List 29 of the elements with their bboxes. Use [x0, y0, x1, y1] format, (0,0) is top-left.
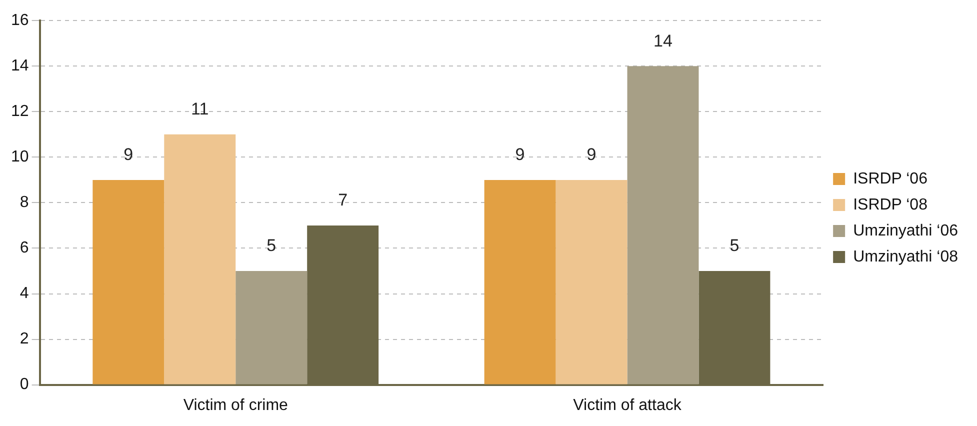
- legend-label: Umzinyathi ‘08: [853, 248, 958, 266]
- y-tick-label: 4: [20, 285, 29, 302]
- y-tick-label: 16: [11, 12, 29, 30]
- bar: [92, 180, 164, 384]
- data-label: 11: [191, 100, 209, 119]
- data-label: 9: [586, 145, 596, 164]
- bar: [556, 180, 628, 384]
- data-label: 9: [124, 145, 134, 164]
- y-tick-label: 2: [20, 330, 29, 348]
- data-label: 5: [730, 236, 740, 256]
- legend-label: ISRDP ‘06: [853, 170, 928, 188]
- bar: [236, 270, 308, 384]
- legend-label: Umzinyathi ‘06: [853, 222, 958, 240]
- x-tick-label: Victim of crime: [183, 396, 288, 414]
- data-label: 7: [338, 190, 348, 210]
- data-label: 9: [515, 145, 525, 164]
- y-tick-label: 8: [20, 194, 29, 212]
- y-tick-label: 10: [11, 148, 29, 166]
- bar: [164, 134, 236, 384]
- legend-label: ISRDP ‘08: [853, 196, 928, 214]
- data-label: 14: [654, 31, 672, 50]
- data-label: 5: [266, 236, 276, 256]
- y-tick-label: 14: [11, 58, 29, 75]
- x-tick-label: Victim of attack: [573, 396, 682, 414]
- bar: [627, 66, 699, 384]
- y-tick-label: 6: [20, 240, 29, 257]
- y-tick-label: 12: [11, 103, 29, 120]
- bar: [484, 180, 556, 384]
- y-tick-label: 0: [20, 376, 29, 394]
